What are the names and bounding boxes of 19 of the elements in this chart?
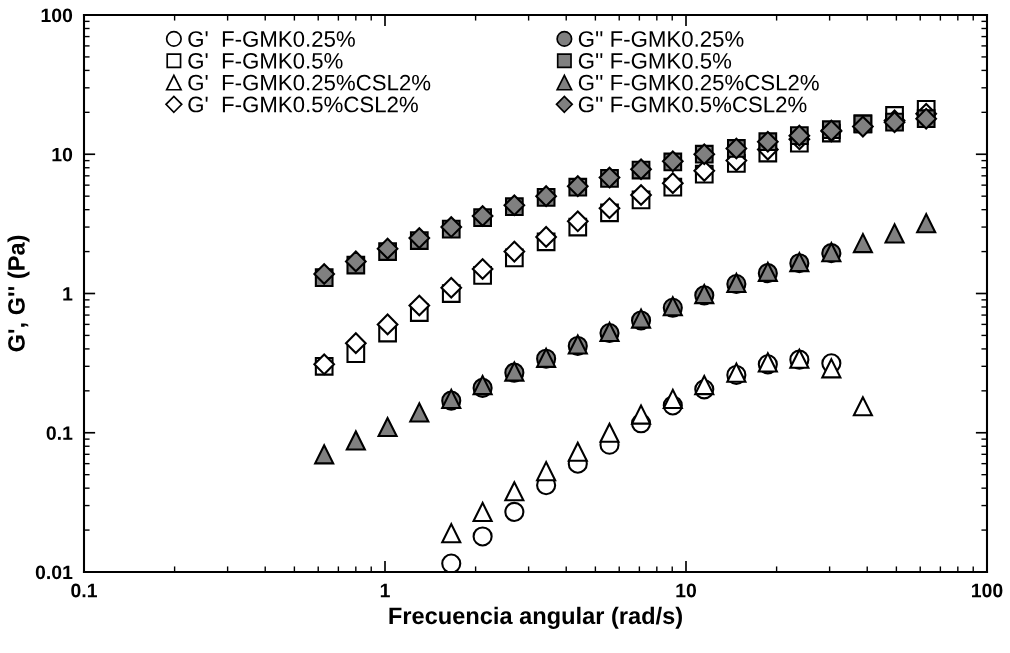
x-tick-label: 100 <box>972 583 1003 598</box>
x-tick-label: 1 <box>380 583 390 598</box>
y-tick-label: 1 <box>63 287 73 301</box>
legend-label: G'' F-GMK0.25%CSL2% <box>578 74 819 91</box>
legend-label: G' F-GMK0.25%CSL2% <box>188 74 431 91</box>
legend-label: G' F-GMK0.5%CSL2% <box>188 96 418 113</box>
legend-label: G'' F-GMK0.5% <box>578 52 732 69</box>
x-tick-label: 10 <box>676 583 697 598</box>
legend-label: G'' F-GMK0.25% <box>578 31 744 47</box>
x-axis-title: Frecuencia angular (rad/s) <box>389 606 682 629</box>
legend-label: G' F-GMK0.25% <box>188 31 355 47</box>
legend-label: G'' F-GMK0.5%CSL2% <box>578 96 807 113</box>
y-tick-label: 0.1 <box>46 426 73 440</box>
y-tick-label: 0.01 <box>35 565 73 580</box>
legend-label: G' F-GMK0.5% <box>188 52 343 69</box>
y-axis-title: G', G'' (Pa) <box>7 235 30 352</box>
x-tick-label: 0.1 <box>71 583 97 598</box>
y-tick-label: 10 <box>52 147 73 162</box>
y-tick-label: 100 <box>41 8 73 23</box>
